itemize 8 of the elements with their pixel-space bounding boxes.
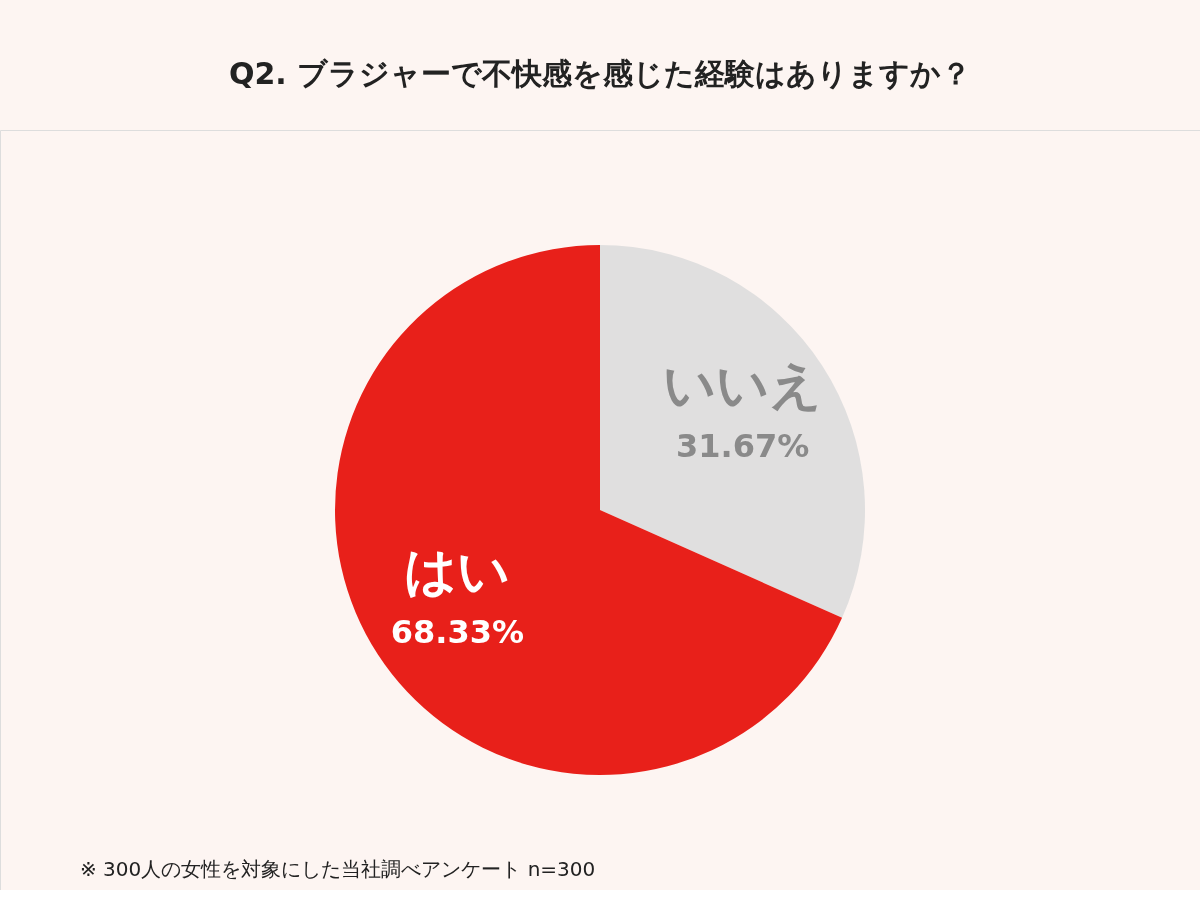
text: ※ 300人の女性を対象にした当社調べアンケート n=300 [80, 857, 596, 881]
data-label: 31.67% [675, 427, 810, 466]
slice-label: はい [404, 540, 511, 601]
chart-title: Q2. ブラジャーで不快感を感じた経験はありますか？ [228, 56, 972, 91]
pie-slice [600, 245, 865, 618]
slice-label: いいえ [663, 355, 823, 416]
pie-slice [335, 245, 843, 775]
data-label: 68.33% [390, 612, 525, 651]
